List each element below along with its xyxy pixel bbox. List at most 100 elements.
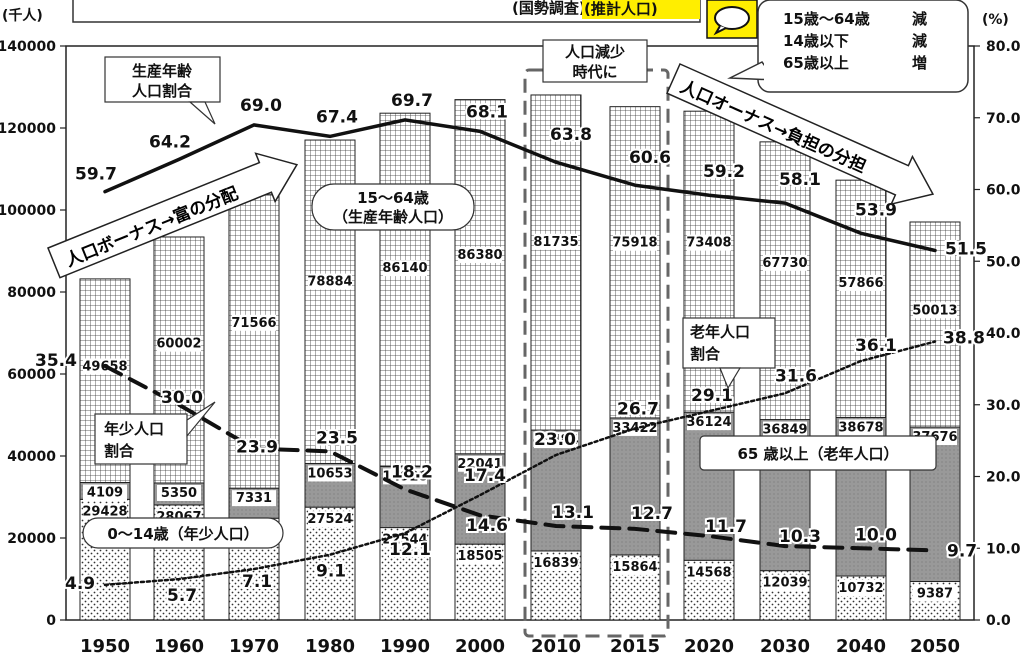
ratio-value-label: 53.9 xyxy=(855,200,897,220)
elderly-ratio-line-2: 割合 xyxy=(690,345,721,363)
segment-label-bg xyxy=(913,302,957,319)
elderly-ratio-line-1: 老年人口 xyxy=(689,323,750,341)
right-tick-label: 30.0 xyxy=(986,398,1021,414)
ratio-value-label: 18.2 xyxy=(391,462,433,482)
segment-value-label: 22041 xyxy=(457,457,502,472)
ratio-value-label: 10.0 xyxy=(855,525,897,545)
ratio-value-label: 36.1 xyxy=(855,336,897,356)
source-note-box: (国勢調査) (推計人口) xyxy=(72,0,701,23)
child-ratio-label: 年少人口 割合 xyxy=(94,401,216,465)
segment-value-label: 60002 xyxy=(156,337,201,352)
segment-value-label: 29484 xyxy=(533,433,578,448)
ratio-value-label: 31.6 xyxy=(775,366,817,386)
decline-era-line-1: 人口減少 xyxy=(565,43,625,61)
ratio-value-label: 13.1 xyxy=(552,503,594,523)
segment-label-bg xyxy=(383,260,427,277)
segment-label-bg xyxy=(157,335,201,352)
ratio-value-label: 23.5 xyxy=(316,428,358,448)
ratio-value-label: 12.7 xyxy=(631,504,673,524)
decline-era-label: 人口減少 時代に xyxy=(542,39,648,83)
ratio-value-label: 69.0 xyxy=(240,96,282,116)
segment-label-bg xyxy=(839,419,883,436)
segment-value-label: 10732 xyxy=(838,581,883,596)
child-ratio-line xyxy=(103,364,937,553)
ratio-value-label: 10.3 xyxy=(779,527,821,547)
working-ratio-line-1: 生産年齢 xyxy=(132,62,193,80)
summary-group-2: 14歳以下 xyxy=(783,32,849,50)
segment-value-label: 5350 xyxy=(161,486,197,501)
segment-label-bg xyxy=(458,455,502,472)
segment-label-bg xyxy=(687,234,731,251)
x-tick-label: 2000 xyxy=(455,636,505,657)
segment-label-bg xyxy=(232,314,276,331)
ratio-value-label: 69.7 xyxy=(391,91,433,111)
segment-label-bg xyxy=(613,558,657,575)
ratio-value-label: 59.2 xyxy=(703,162,745,182)
ratio-value-label: 9.7 xyxy=(947,541,977,561)
segment-value-label: 14928 xyxy=(382,469,427,484)
comment-icon xyxy=(706,0,758,39)
estimate-note: (推計人口) xyxy=(584,0,658,18)
left-tick-label: 60000 xyxy=(7,367,56,383)
segment-value-label: 75918 xyxy=(612,236,657,251)
segment-label-bg xyxy=(458,548,502,565)
working-segment xyxy=(759,141,811,421)
x-tick-label: 1950 xyxy=(80,636,130,657)
x-tick-label: 2040 xyxy=(836,636,886,657)
summary-trend-3: 増 xyxy=(912,54,927,72)
x-tick-label: 2010 xyxy=(531,636,581,657)
segment-value-label: 27524 xyxy=(307,512,352,527)
segment-label-bg xyxy=(308,511,352,528)
source-note: (国勢調査) xyxy=(512,0,586,17)
segment-value-label: 71566 xyxy=(231,316,276,331)
ratio-value-label: 30.0 xyxy=(161,388,203,408)
right-tick-label: 80.0 xyxy=(986,39,1021,55)
x-tick-label: 2015 xyxy=(610,636,660,657)
right-tick-label: 60.0 xyxy=(986,183,1021,199)
elderly-ratio-label: 老年人口 割合 xyxy=(682,317,776,390)
right-tick-label: 0.0 xyxy=(986,613,1011,629)
right-tick-label: 40.0 xyxy=(986,326,1021,342)
segment-label-bg xyxy=(687,564,731,581)
decline-era-line-2: 時代に xyxy=(572,63,617,81)
right-axis-unit: (%) xyxy=(982,12,1009,28)
ratio-value-label: 5.7 xyxy=(167,586,197,606)
working-series-line-2: （生産年齢人口） xyxy=(333,208,453,226)
segment-label-bg xyxy=(613,234,657,251)
ratio-value-label: 12.1 xyxy=(389,540,431,560)
child-series-label: 0～14歳（年少人口） xyxy=(82,517,284,549)
segment-value-label: 29428 xyxy=(82,504,127,519)
segment-label-bg xyxy=(534,554,578,571)
segment-value-label: 7331 xyxy=(236,491,272,506)
summary-group-3: 65歳以上 xyxy=(783,54,849,72)
ratio-value-label: 64.2 xyxy=(149,132,191,152)
bonus-arrow-text: 人口ボーナス→富の分配 xyxy=(62,183,241,271)
segment-value-label: 86140 xyxy=(382,261,427,276)
left-tick-label: 40000 xyxy=(7,449,56,465)
ratio-value-label: 58.1 xyxy=(779,170,821,190)
segment-value-label: 4109 xyxy=(87,485,123,500)
segment-value-label: 86380 xyxy=(457,248,502,263)
segment-label-bg xyxy=(458,246,502,263)
segment-label-bg xyxy=(763,254,807,271)
working-segment xyxy=(909,221,961,428)
left-tick-label: 0 xyxy=(46,613,56,629)
segment-value-label: 16839 xyxy=(533,556,578,571)
segment-value-label: 73408 xyxy=(686,236,731,251)
segment-value-label: 38678 xyxy=(838,420,883,435)
x-tick-label: 2020 xyxy=(684,636,734,657)
x-tick-label: 1960 xyxy=(154,636,204,657)
ratio-value-label: 17.4 xyxy=(464,466,506,486)
x-tick-label: 1990 xyxy=(380,636,430,657)
ratio-value-label: 23.0 xyxy=(534,430,576,450)
working-segment xyxy=(530,94,582,431)
segment-label-bg xyxy=(83,503,127,520)
x-tick-label: 2050 xyxy=(910,636,960,657)
summary-group-1: 15歳～64歳 xyxy=(783,10,870,28)
x-tick-label: 1970 xyxy=(229,636,279,657)
working-segment xyxy=(609,106,661,419)
segment-value-label: 12039 xyxy=(762,576,807,591)
right-tick-label: 50.0 xyxy=(986,254,1021,270)
ratio-value-label: 7.1 xyxy=(242,572,272,592)
